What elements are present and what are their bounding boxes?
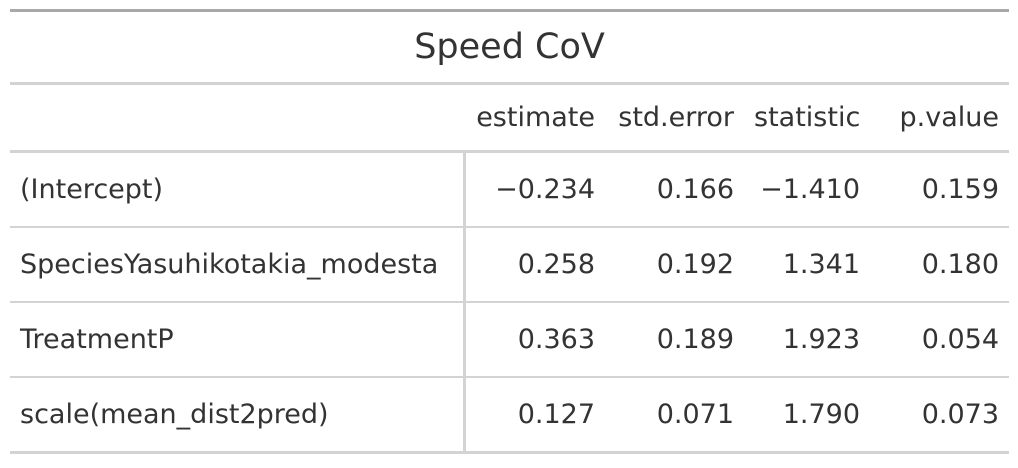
cell-estimate: 0.127 — [464, 377, 605, 454]
row-term: scale(mean_dist2pred) — [10, 377, 466, 454]
table-row: TreatmentP 0.363 0.189 1.923 0.054 — [10, 302, 1010, 378]
row-term: TreatmentP — [10, 302, 466, 378]
cell-statistic: 1.341 — [744, 227, 870, 303]
column-header-estimate: estimate — [464, 83, 605, 153]
regression-table: Speed CoV estimate std.error statistic p… — [10, 12, 1010, 454]
cell-std-error: 0.071 — [605, 377, 744, 454]
regression-table-container: Speed CoV estimate std.error statistic p… — [10, 9, 1010, 454]
table-row: (Intercept) −0.234 0.166 −1.410 0.159 — [10, 151, 1010, 228]
cell-statistic: 1.923 — [744, 302, 870, 378]
cell-estimate: 0.363 — [464, 302, 605, 378]
cell-p-value: 0.054 — [870, 302, 1010, 378]
cell-statistic: 1.790 — [744, 377, 870, 454]
row-term: SpeciesYasuhikotakia_modesta — [10, 227, 466, 303]
column-header-p-value: p.value — [870, 83, 1010, 153]
table-title: Speed CoV — [10, 12, 1010, 85]
cell-estimate: 0.258 — [464, 227, 605, 303]
column-header-row: estimate std.error statistic p.value — [10, 83, 1010, 153]
cell-std-error: 0.192 — [605, 227, 744, 303]
cell-std-error: 0.189 — [605, 302, 744, 378]
column-header-stub — [10, 83, 464, 153]
row-term: (Intercept) — [10, 151, 466, 228]
table-top-rule — [10, 9, 1009, 12]
table-row: scale(mean_dist2pred) 0.127 0.071 1.790 … — [10, 377, 1010, 454]
title-row: Speed CoV — [10, 12, 1010, 85]
cell-std-error: 0.166 — [605, 151, 744, 228]
cell-p-value: 0.073 — [870, 377, 1010, 454]
cell-estimate: −0.234 — [464, 151, 605, 228]
cell-statistic: −1.410 — [744, 151, 870, 228]
column-header-statistic: statistic — [744, 83, 870, 153]
column-header-std-error: std.error — [605, 83, 744, 153]
table-row: SpeciesYasuhikotakia_modesta 0.258 0.192… — [10, 227, 1010, 303]
cell-p-value: 0.159 — [870, 151, 1010, 228]
cell-p-value: 0.180 — [870, 227, 1010, 303]
